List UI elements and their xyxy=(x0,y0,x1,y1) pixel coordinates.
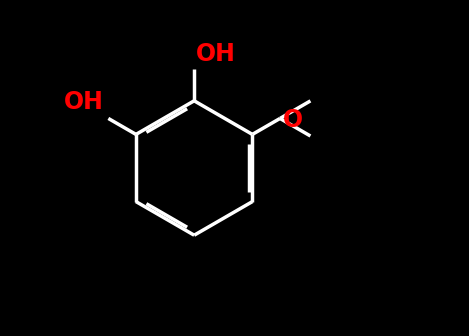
Text: OH: OH xyxy=(63,90,103,114)
Text: OH: OH xyxy=(196,42,236,66)
Text: O: O xyxy=(283,108,303,132)
